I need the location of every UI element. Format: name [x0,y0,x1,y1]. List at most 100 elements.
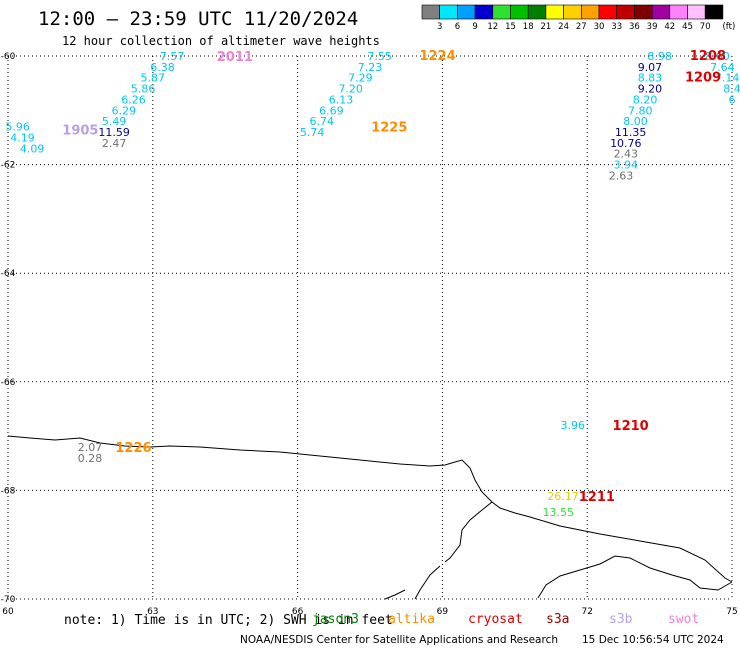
legend-swatch [616,4,635,20]
legend-swatch [492,4,511,20]
legend-label: 15 [505,22,516,32]
wave-height-label: 7.23 [358,61,383,74]
wave-height-label: 7.80 [628,104,653,117]
wave-height-label: 6.13 [329,93,354,106]
legend-label: 36 [629,22,640,32]
y-tick-label: -62 [1,161,16,171]
map-subtitle: 12 hour collection of altimeter wave hei… [62,34,380,48]
legend-swatch [580,4,600,20]
wave-height-label: 8.60 [705,50,730,63]
pass-time-label: 1905 [62,123,98,138]
pass-time-label: 1211 [579,490,615,505]
map-title: 12:00 – 23:59 UTC 11/20/2024 [38,8,359,30]
wave-height-label: 10.76 [610,137,642,150]
legend-swatch [421,4,441,20]
wave-height-label: 2.63 [609,169,634,182]
coastline-path [7,435,733,600]
legend-swatch [457,4,476,20]
wave-height-label: 6.29 [112,104,137,117]
y-tick-label: -66 [1,378,16,388]
legend-label: 24 [558,22,569,32]
mission-s3b: s3b [609,612,633,627]
legend-swatch [527,4,547,20]
pass-time-label: 1225 [371,121,407,136]
mission-jason3: jason3 [312,612,359,627]
legend-label: 12 [487,22,498,32]
pass-time-label: 1208 [690,49,726,64]
legend-label: 3 [437,22,442,32]
wave-height-label: 7.64 [710,61,735,74]
wave-height-label: 5.87 [141,72,166,85]
mission-swot: swot [668,612,700,627]
wave-height-label: 3.96 [560,419,585,432]
legend-swatch [598,4,618,20]
wave-height-label: 2.47 [102,137,127,150]
wave-height-label: 3.94 [614,159,639,172]
legend-label: 30 [594,22,605,32]
legend-unit: (ft) [722,22,735,32]
mission-altika: altika [388,612,435,627]
x-tick-label: 75 [726,607,737,617]
legend-label: 45 [682,22,693,32]
legend-swatch [545,4,564,20]
pass-time-labels: 2011 1905 1224 1225 1208 1209 1226 1210 1211 [62,49,726,505]
legend-label: 33 [611,22,622,32]
x-tick-label: 72 [581,607,592,617]
pass-time-label: 1209 [685,71,721,86]
wave-height-label: 8.83 [638,72,663,85]
wave-height-label: 7.20 [338,83,363,96]
y-tick-label: -64 [1,269,16,279]
wave-height-label: 6.69 [319,104,344,117]
legend-label: 39 [647,22,658,32]
graticule-grid [7,55,733,600]
legend-swatch [439,4,458,20]
x-tick-label: 66 [292,607,304,617]
legend-swatch [669,4,688,20]
y-tick-label: -68 [1,486,16,496]
legend-swatch [634,4,653,20]
color-scale-legend: 3 6 9 12 15 18 21 24 27 30 33 36 39 42 45 70 (ft) [421,4,735,32]
wave-height-label: 0.28 [78,452,103,465]
wave-height-label: 9.07 [638,61,663,74]
legend-swatch [510,4,529,20]
wave-height-label: 5.96 [5,121,30,134]
wave-height-label: 2.07 [78,441,103,454]
wave-height-label: 8.00 [623,115,648,128]
coastline [7,435,733,600]
legend-label: 42 [664,22,675,32]
legend-label: 9 [472,22,477,32]
wave-height-label: 4.09 [20,142,45,155]
wave-height-label: 6 [729,93,736,106]
wave-height-label: 6.26 [121,93,146,106]
wave-height-label: 4.19 [10,131,35,144]
wave-height-label: 5.74 [300,126,325,139]
footer-note: note: 1) Time is in UTC; 2) SWH is in fe… [64,613,393,628]
legend-label: 70 [700,22,711,32]
pass-time-label: 1226 [115,441,151,456]
legend-label: 18 [523,22,534,32]
legend-label: 6 [455,22,460,32]
wave-height-label: 9.20 [638,83,663,96]
legend-swatch [687,4,706,20]
x-tick-label: 63 [147,607,158,617]
wave-height-label: 7.29 [348,72,373,85]
wave-height-label: 2.43 [614,148,639,161]
wave-height-label: 11.59 [98,126,130,139]
wave-height-label: 5.49 [102,115,127,128]
y-tick-label: -70 [1,595,16,605]
wave-height-label: 7.14 [715,72,740,85]
wave-height-label: 7.57 [160,50,185,63]
wave-height-label: 8.20 [633,93,658,106]
timestamp: 15 Dec 10:56:54 UTC 2024 [582,634,724,646]
wave-height-label: 13.55 [542,506,574,519]
legend-swatch [704,4,724,20]
legend-swatch [651,4,671,20]
legend-label: 21 [540,22,551,32]
legend-swatch [474,4,494,20]
wave-height-label: 6.74 [309,115,334,128]
pass-time-label: 2011 [217,50,253,65]
mission-s3a: s3a [546,612,570,627]
